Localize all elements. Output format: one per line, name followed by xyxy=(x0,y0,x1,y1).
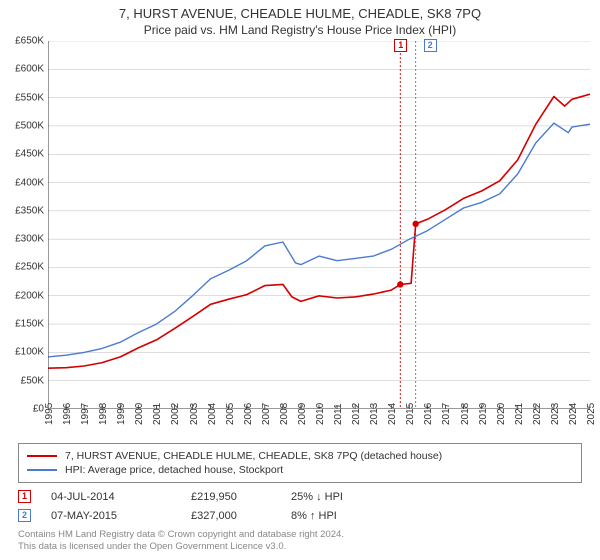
y-tick-label: £50K xyxy=(0,375,48,386)
y-tick-label: £250K xyxy=(0,262,48,273)
chart-transaction-marker: 2 xyxy=(424,39,437,52)
footer-line: This data is licensed under the Open Gov… xyxy=(18,541,582,553)
transaction-row: 2 07-MAY-2015 £327,000 8% ↑ HPI xyxy=(18,506,582,525)
y-tick-label: £600K xyxy=(0,64,48,75)
x-tick-label: 2020 xyxy=(496,403,507,425)
y-tick-label: £450K xyxy=(0,149,48,160)
transaction-date: 04-JUL-2014 xyxy=(51,491,171,503)
x-tick-label: 2018 xyxy=(460,403,471,425)
x-tick-label: 2016 xyxy=(423,403,434,425)
y-tick-label: £650K xyxy=(0,36,48,47)
x-tick-label: 1996 xyxy=(62,403,73,425)
x-tick-label: 2014 xyxy=(387,403,398,425)
footer-line: Contains HM Land Registry data © Crown c… xyxy=(18,529,582,541)
y-tick-label: £550K xyxy=(0,92,48,103)
transaction-hpi-delta: 25% ↓ HPI xyxy=(291,491,381,503)
y-tick-label: £350K xyxy=(0,205,48,216)
x-tick-label: 2021 xyxy=(514,403,525,425)
chart-plot-area: £0£50K£100K£150K£200K£250K£300K£350K£400… xyxy=(48,41,590,409)
transactions-table: 1 04-JUL-2014 £219,950 25% ↓ HPI 2 07-MA… xyxy=(18,487,582,525)
x-tick-label: 2013 xyxy=(369,403,380,425)
x-tick-label: 2024 xyxy=(568,403,579,425)
y-tick-label: £100K xyxy=(0,347,48,358)
x-tick-label: 1997 xyxy=(80,403,91,425)
transaction-row: 1 04-JUL-2014 £219,950 25% ↓ HPI xyxy=(18,487,582,506)
x-tick-label: 2019 xyxy=(478,403,489,425)
x-tick-label: 2007 xyxy=(261,403,272,425)
x-tick-label: 2004 xyxy=(207,403,218,425)
legend-item: HPI: Average price, detached house, Stoc… xyxy=(27,463,573,477)
x-tick-label: 2017 xyxy=(441,403,452,425)
x-tick-label: 2025 xyxy=(586,403,597,425)
x-axis-ticks: 1995199619971998199920002001200220032004… xyxy=(48,409,590,443)
x-tick-label: 2023 xyxy=(550,403,561,425)
legend-label: 7, HURST AVENUE, CHEADLE HULME, CHEADLE,… xyxy=(65,450,442,462)
transaction-price: £219,950 xyxy=(191,491,271,503)
x-tick-label: 2009 xyxy=(297,403,308,425)
transaction-hpi-delta: 8% ↑ HPI xyxy=(291,510,381,522)
y-tick-label: £150K xyxy=(0,319,48,330)
x-tick-label: 1999 xyxy=(116,403,127,425)
x-tick-label: 2008 xyxy=(279,403,290,425)
x-tick-label: 2002 xyxy=(170,403,181,425)
x-tick-label: 1995 xyxy=(44,403,55,425)
x-tick-label: 2012 xyxy=(351,403,362,425)
chart-legend: 7, HURST AVENUE, CHEADLE HULME, CHEADLE,… xyxy=(18,443,582,483)
y-tick-label: £200K xyxy=(0,290,48,301)
transaction-price: £327,000 xyxy=(191,510,271,522)
x-tick-label: 1998 xyxy=(98,403,109,425)
x-tick-label: 2006 xyxy=(243,403,254,425)
chart-subtitle: Price paid vs. HM Land Registry's House … xyxy=(0,21,600,41)
x-tick-label: 2011 xyxy=(333,403,344,425)
attribution-footer: Contains HM Land Registry data © Crown c… xyxy=(18,529,582,553)
legend-swatch xyxy=(27,469,57,471)
x-tick-label: 2010 xyxy=(315,403,326,425)
chart-svg xyxy=(48,41,590,409)
legend-label: HPI: Average price, detached house, Stoc… xyxy=(65,464,283,476)
legend-swatch xyxy=(27,455,57,457)
transaction-date: 07-MAY-2015 xyxy=(51,510,171,522)
x-tick-label: 2001 xyxy=(152,403,163,425)
chart-transaction-marker: 1 xyxy=(394,39,407,52)
chart-title: 7, HURST AVENUE, CHEADLE HULME, CHEADLE,… xyxy=(0,0,600,21)
x-tick-label: 2003 xyxy=(189,403,200,425)
y-tick-label: £500K xyxy=(0,120,48,131)
x-tick-label: 2015 xyxy=(405,403,416,425)
x-tick-label: 2000 xyxy=(134,403,145,425)
transaction-marker-icon: 1 xyxy=(18,490,31,503)
x-tick-label: 2022 xyxy=(532,403,543,425)
y-tick-label: £300K xyxy=(0,234,48,245)
legend-item: 7, HURST AVENUE, CHEADLE HULME, CHEADLE,… xyxy=(27,449,573,463)
y-tick-label: £0 xyxy=(0,404,48,415)
y-tick-label: £400K xyxy=(0,177,48,188)
x-tick-label: 2005 xyxy=(225,403,236,425)
transaction-marker-icon: 2 xyxy=(18,509,31,522)
